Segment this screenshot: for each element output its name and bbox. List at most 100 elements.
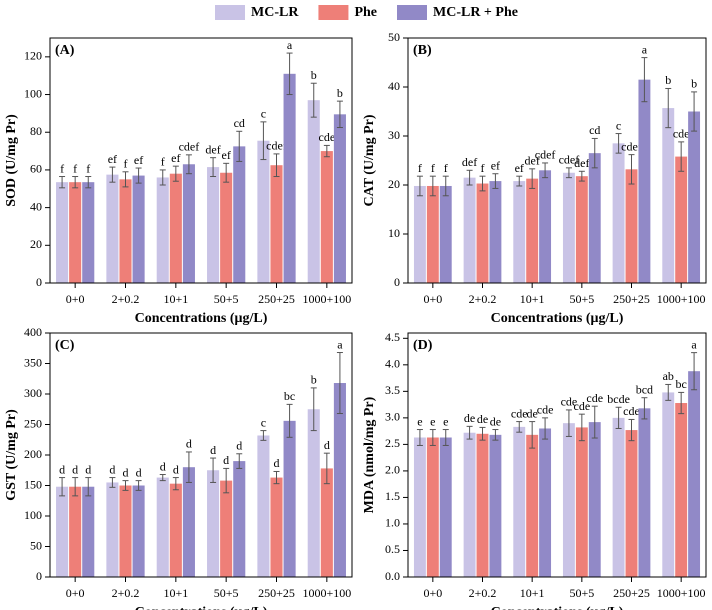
error-bar: [172, 165, 179, 182]
significance-letter: cdef: [621, 139, 642, 153]
significance-letter: e: [443, 414, 448, 428]
error-bar: [210, 457, 217, 483]
legend-label: MC-LR + Phe: [433, 5, 518, 20]
significance-letter: cde: [586, 391, 603, 405]
bar: [439, 185, 452, 283]
y-tick-label: 400: [24, 325, 42, 339]
bar: [119, 179, 132, 283]
significance-letter: d: [72, 462, 78, 476]
bar: [439, 437, 452, 577]
significance-letter: ef: [222, 148, 231, 162]
error-bar: [59, 477, 66, 497]
error-bar: [286, 403, 293, 438]
bar: [625, 430, 638, 577]
y-tick-label: 0: [36, 275, 42, 289]
error-bar: [59, 176, 66, 189]
error-bar: [529, 168, 536, 189]
y-tick-label: 1.5: [385, 489, 400, 503]
bar: [675, 156, 688, 283]
legend-swatch: [215, 5, 245, 20]
x-tick-label: 0+0: [66, 292, 85, 306]
bar: [220, 172, 233, 283]
error-bar: [565, 409, 572, 437]
y-tick-label: 80: [30, 124, 42, 138]
x-tick-label: 2+0.2: [112, 586, 140, 600]
y-tick-label: 350: [24, 355, 42, 369]
error-bar: [159, 169, 166, 186]
bar: [562, 172, 575, 283]
significance-letter: de: [527, 406, 538, 420]
error-bar: [429, 175, 436, 197]
significance-letter: bc: [676, 377, 687, 391]
y-axis-label: SOD (U/mg Pr): [4, 114, 19, 207]
significance-letter: a: [642, 42, 648, 56]
x-tick-label: 2+0.2: [469, 292, 497, 306]
significance-letter: de: [464, 411, 475, 425]
significance-letter: d: [109, 462, 115, 476]
y-tick-label: 50: [388, 30, 400, 44]
bar: [283, 73, 296, 283]
bar: [463, 432, 476, 577]
bar: [588, 422, 601, 577]
y-tick-label: 0: [36, 569, 42, 583]
bar: [539, 428, 552, 577]
bar: [638, 408, 651, 577]
significance-letter: c: [616, 118, 621, 132]
bar: [513, 426, 526, 577]
error-bar: [135, 167, 142, 184]
bar: [132, 175, 145, 283]
bar: [662, 108, 675, 283]
error-bar: [442, 429, 449, 446]
y-tick-label: 4.5: [385, 330, 400, 344]
y-axis-label: MDA (nmol/mg Pr): [362, 396, 377, 513]
bar: [426, 437, 439, 577]
y-tick-label: 3.5: [385, 383, 400, 397]
error-bar: [85, 176, 92, 189]
bar: [106, 482, 119, 577]
bar: [156, 477, 169, 577]
significance-letter: cd: [234, 116, 245, 130]
error-bar: [159, 474, 166, 482]
significance-letter: ef: [171, 151, 180, 165]
bar: [307, 409, 320, 577]
bar: [688, 111, 701, 283]
x-tick-label: 0+0: [423, 292, 442, 306]
significance-letter: e: [417, 414, 422, 428]
error-bar: [578, 413, 585, 442]
significance-letter: f: [161, 155, 165, 169]
error-bar: [135, 480, 142, 491]
bar: [333, 114, 346, 283]
bar: [612, 143, 625, 283]
bar: [675, 403, 688, 577]
y-axis-label: GST (U/mg Pr): [4, 409, 19, 501]
x-tick-label: 0+0: [423, 586, 442, 600]
x-tick-label: 250+25: [258, 586, 295, 600]
bar: [662, 392, 675, 577]
x-tick-label: 1000+100: [302, 586, 351, 600]
error-bar: [122, 171, 129, 188]
error-bar: [336, 352, 343, 415]
error-bar: [565, 167, 572, 179]
significance-letter: bcd: [636, 382, 653, 396]
y-tick-label: 3.0: [385, 410, 400, 424]
error-bar: [466, 425, 473, 440]
significance-letter: cde: [673, 127, 690, 141]
error-bar: [641, 397, 648, 420]
error-bar: [615, 133, 622, 154]
significance-letter: b: [311, 68, 317, 82]
bar: [588, 153, 601, 283]
error-bar: [223, 162, 230, 183]
error-bar: [72, 477, 79, 497]
significance-letter: def: [525, 154, 540, 168]
x-axis-label: Concentrations (μg/L): [135, 605, 268, 610]
bar: [82, 486, 95, 577]
y-tick-label: 20: [30, 237, 42, 251]
bar: [463, 177, 476, 283]
bar: [539, 170, 552, 283]
error-bar: [72, 176, 79, 189]
significance-letter: d: [186, 437, 192, 451]
y-tick-label: 200: [24, 447, 42, 461]
significance-letter: cdef: [179, 140, 200, 154]
bar: [233, 146, 246, 283]
x-tick-label: 10+1: [163, 292, 188, 306]
